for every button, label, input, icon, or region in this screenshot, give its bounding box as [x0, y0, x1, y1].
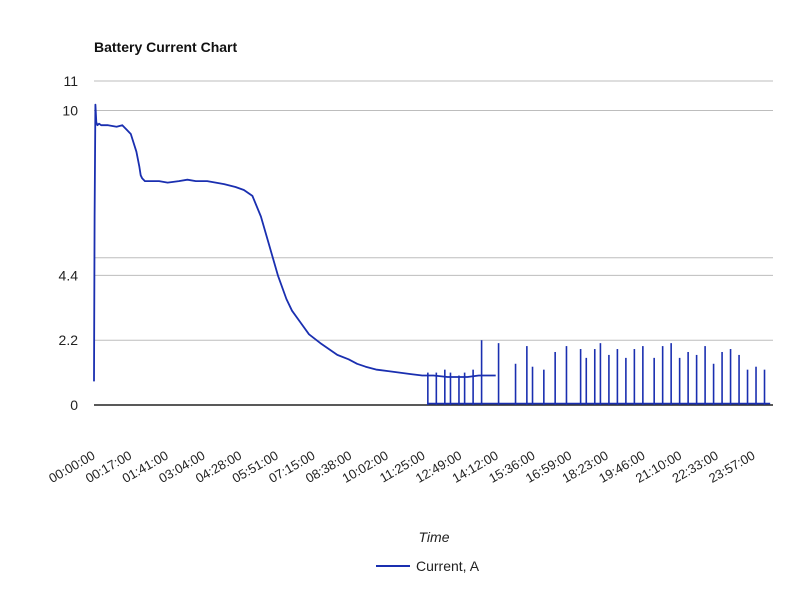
y-tick-label: 2.2: [59, 332, 79, 348]
legend-label: Current, A: [416, 558, 480, 574]
x-axis-ticks: 00:00:0000:17:0001:41:0003:04:0004:28:00…: [46, 448, 757, 486]
series-line-current: [93, 103, 496, 382]
chart-title: Battery Current Chart: [94, 39, 237, 55]
x-axis-title: Time: [419, 529, 450, 545]
gridlines: [94, 80, 773, 406]
y-tick-label: 4.4: [59, 267, 79, 283]
y-tick-label: 11: [63, 73, 78, 89]
series-layer: [93, 103, 771, 405]
legend[interactable]: Current, A: [376, 558, 480, 574]
y-tick-label: 10: [62, 102, 78, 118]
y-axis-ticks: 0 2.2 4.4 10 11: [59, 73, 79, 413]
y-tick-label: 0: [70, 397, 78, 413]
